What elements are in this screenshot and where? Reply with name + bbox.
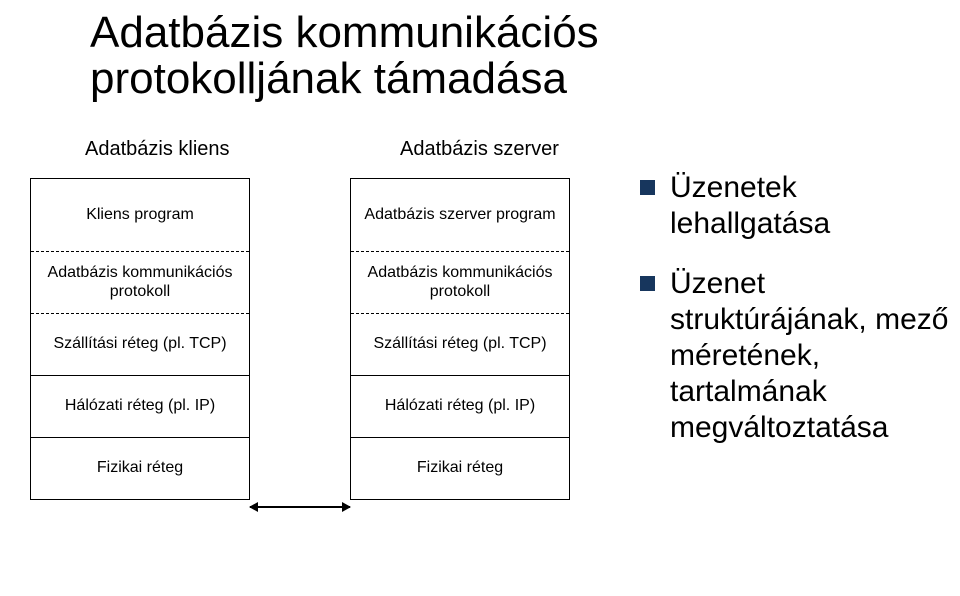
layer-box: Fizikai réteg	[31, 437, 249, 499]
layer-box: Fizikai réteg	[351, 437, 569, 499]
layer-box: Hálózati réteg (pl. IP)	[31, 375, 249, 437]
layer-box: Szállítási réteg (pl. TCP)	[351, 313, 569, 375]
physical-link-arrow	[250, 506, 350, 508]
bullet-list: Üzenetek lehallgatása Üzenet struktúráján…	[640, 170, 950, 470]
bullet-item: Üzenet struktúrájának, mező méretének, t…	[640, 266, 950, 446]
client-column-label: Adatbázis kliens	[85, 138, 230, 161]
layer-box: Kliens program	[31, 179, 249, 251]
server-column-label: Adatbázis szerver	[400, 138, 559, 161]
layer-box: Hálózati réteg (pl. IP)	[351, 375, 569, 437]
layer-box: Adatbázis kommunikációs protokoll	[351, 251, 569, 313]
client-layer-stack: Kliens programAdatbázis kommunikációs pr…	[30, 178, 250, 500]
layer-box: Adatbázis kommunikációs protokoll	[31, 251, 249, 313]
slide-title: Adatbázis kommunikációs protokolljának t…	[90, 10, 870, 102]
layer-box: Adatbázis szerver program	[351, 179, 569, 251]
bullet-item: Üzenetek lehallgatása	[640, 170, 950, 242]
server-layer-stack: Adatbázis szerver programAdatbázis kommu…	[350, 178, 570, 500]
layer-box: Szállítási réteg (pl. TCP)	[31, 313, 249, 375]
